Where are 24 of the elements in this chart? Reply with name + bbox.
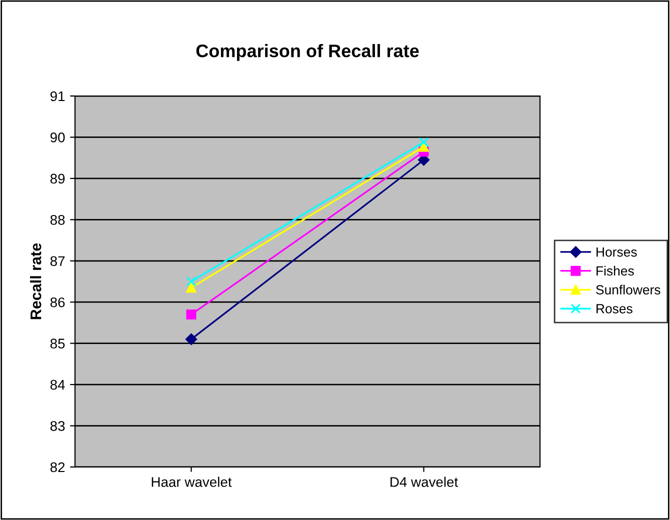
point (186, 333, 197, 345)
y-tick-label: 86 (50, 297, 65, 308)
x-tick-label: D4 wavelet (390, 476, 458, 487)
legend-label: Fishes (596, 266, 634, 276)
y-tick-label: 87 (50, 256, 65, 266)
point (418, 137, 429, 148)
y-tick-label: 83 (50, 421, 65, 431)
y-tick-label: 91 (50, 91, 65, 102)
point (418, 142, 429, 152)
chart-title: Comparison of Recall rate (196, 44, 419, 61)
y-tick-label: 82 (50, 462, 65, 472)
y-tick-label: 84 (50, 380, 65, 390)
y-tick-label: 90 (50, 132, 65, 142)
y-tick-label: 89 (50, 174, 65, 184)
point (186, 276, 196, 286)
legend-label: Sunflowers (596, 284, 660, 294)
x-tick-label: Haar wavelet (152, 476, 232, 487)
legend-label: Roses (596, 304, 632, 314)
point (186, 282, 196, 293)
point (186, 309, 196, 320)
y-axis-title: Recall rate (30, 243, 42, 320)
y-tick-label: 88 (50, 215, 65, 225)
y-tick-label: 85 (50, 338, 65, 349)
legend-label: Horses (596, 247, 637, 257)
